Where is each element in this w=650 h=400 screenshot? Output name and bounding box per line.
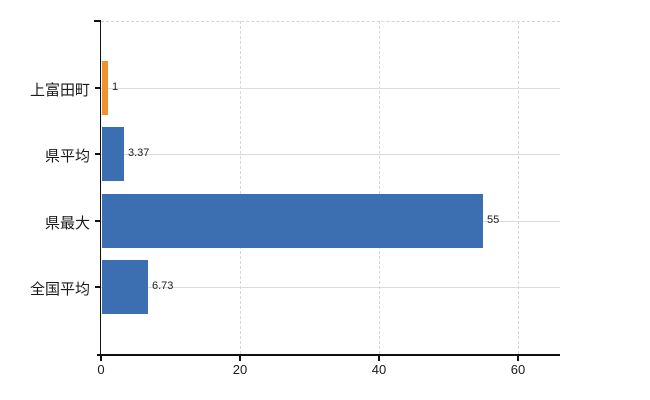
bar-value-label: 6.73 bbox=[152, 280, 174, 292]
plot-top-gridline bbox=[101, 21, 560, 22]
x-tick-label: 0 bbox=[97, 362, 105, 377]
row-gridline bbox=[101, 88, 560, 89]
x-tick-label: 20 bbox=[232, 362, 248, 377]
y-axis-tick bbox=[95, 286, 101, 288]
bar bbox=[102, 260, 148, 314]
y-axis-line bbox=[99, 20, 101, 356]
bar-value-label: 3.37 bbox=[128, 147, 150, 159]
category-label: 上富田町 bbox=[29, 82, 90, 99]
vertical-gridline bbox=[240, 21, 241, 354]
x-axis-tick bbox=[378, 355, 380, 361]
x-axis-tick bbox=[239, 355, 241, 361]
bar bbox=[102, 194, 483, 248]
vertical-gridline bbox=[518, 21, 519, 354]
y-axis-tick bbox=[95, 87, 101, 89]
category-label: 県平均 bbox=[44, 148, 90, 165]
category-label: 県最大 bbox=[44, 215, 90, 232]
x-axis-line bbox=[97, 354, 560, 356]
bar-value-label: 55 bbox=[487, 214, 500, 226]
category-label: 全国平均 bbox=[29, 281, 90, 298]
y-axis-tick bbox=[95, 153, 101, 155]
y-axis-top-tick bbox=[94, 20, 100, 22]
bar bbox=[102, 61, 108, 115]
x-tick-label: 40 bbox=[371, 362, 387, 377]
bar bbox=[102, 127, 124, 181]
row-gridline bbox=[101, 287, 560, 288]
y-axis-tick bbox=[95, 220, 101, 222]
x-axis-tick bbox=[100, 355, 102, 361]
x-tick-label: 60 bbox=[510, 362, 526, 377]
row-gridline bbox=[101, 154, 560, 155]
bar-value-label: 1 bbox=[112, 81, 119, 93]
vertical-gridline bbox=[379, 21, 380, 354]
x-axis-tick bbox=[517, 355, 519, 361]
